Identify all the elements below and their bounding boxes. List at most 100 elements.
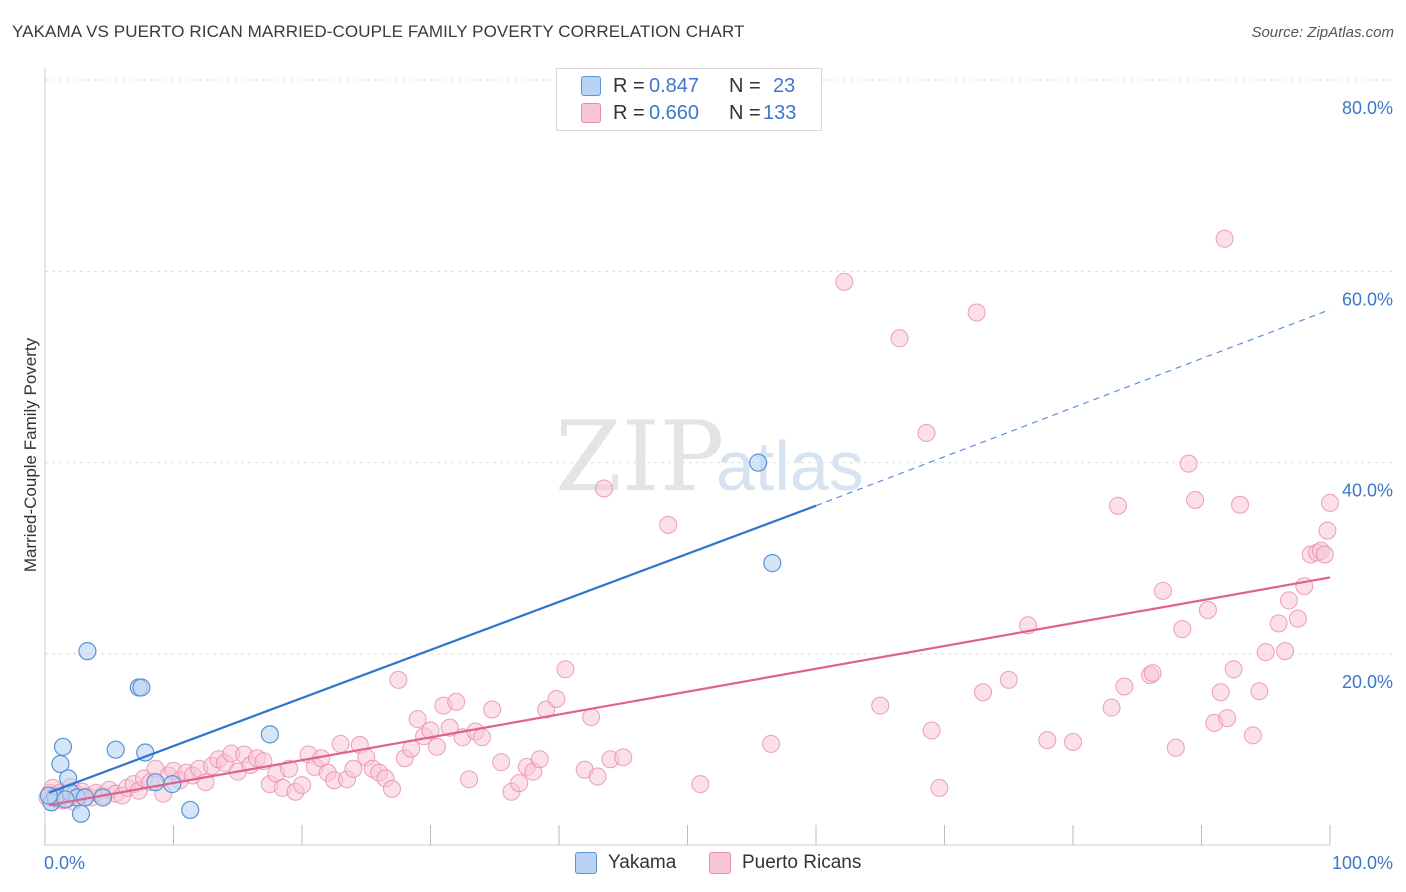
n-label: N = (729, 101, 761, 124)
puerto-rican-point (427, 737, 446, 756)
puerto-rican-point (1108, 496, 1127, 515)
yakama-swatch (581, 76, 601, 96)
puerto-rican-point (917, 424, 936, 443)
puerto-rican-point (460, 770, 479, 789)
puerto-rican-point (890, 329, 909, 348)
puerto-rican-point (1315, 545, 1334, 564)
puerto-rican-point (762, 734, 781, 753)
puerto-rican-point (389, 670, 408, 689)
puerto-rican-point (659, 515, 678, 534)
yakama-trend-extension (815, 309, 1331, 507)
puerto-rican-point (930, 778, 949, 797)
source-label: Source: ZipAtlas.com (1251, 24, 1394, 41)
n-value: 23 (773, 74, 796, 97)
yakama-point (132, 678, 151, 697)
puerto-rican-point (280, 759, 299, 778)
puerto-rican-point (1269, 614, 1288, 633)
yakama-point (749, 453, 768, 472)
puerto-rican-point (1243, 726, 1262, 745)
puerto-ricans-swatch (581, 103, 601, 123)
legend-item-yakama[interactable]: Yakama (575, 852, 676, 874)
yakama-point (260, 725, 279, 744)
yakama-point (78, 642, 97, 661)
puerto-rican-point (408, 710, 427, 729)
puerto-rican-point (1173, 620, 1192, 639)
yakama-trend-line (48, 504, 817, 794)
puerto-rican-point (447, 692, 466, 711)
grid-layer (45, 79, 1392, 655)
puerto-rican-point (472, 728, 491, 747)
puerto-rican-point (1279, 591, 1298, 610)
watermark-zip: ZIP (555, 401, 724, 513)
series-legend: Yakama Puerto Ricans (0, 852, 1406, 876)
r-label: R = (613, 101, 645, 124)
puerto-rican-point (871, 696, 890, 715)
watermark: ZIP atlas (555, 401, 864, 513)
x-tick-label: 100.0% (1332, 853, 1393, 873)
puerto-rican-point (1256, 643, 1275, 662)
puerto-rican-point (1321, 493, 1339, 512)
puerto-rican-point (1318, 521, 1337, 540)
puerto-rican-point (1288, 609, 1307, 628)
yakama-points (39, 453, 782, 823)
puerto-rican-point (1211, 683, 1230, 702)
puerto-rican-point (556, 660, 575, 679)
puerto-rican-point (614, 748, 633, 767)
puerto-rican-trend-line (48, 576, 1331, 807)
puerto-rican-point (547, 689, 566, 708)
puerto-rican-point (1186, 490, 1205, 509)
puerto-ricans-legend-label: Puerto Ricans (742, 852, 862, 873)
r-label: R = (613, 74, 645, 97)
puerto-rican-point (293, 776, 311, 795)
puerto-rican-point (967, 303, 986, 322)
puerto-rican-point (1224, 660, 1243, 679)
puerto-rican-point (421, 721, 440, 740)
watermark-atlas: atlas (716, 427, 864, 505)
puerto-rican-point (331, 734, 350, 753)
legend-item-puerto-ricans[interactable]: Puerto Ricans (709, 852, 861, 874)
correlation-legend: R = 0.847 N = 23 R = 0.660 N = 133 (556, 68, 822, 131)
r-value: 0.660 (649, 101, 700, 124)
puerto-rican-point (1215, 229, 1234, 248)
puerto-rican-point (382, 779, 401, 798)
n-value: 133 (763, 101, 797, 124)
y-axis-title: Married-Couple Family Poverty (21, 337, 40, 572)
puerto-rican-point (922, 721, 941, 740)
puerto-rican-point (1038, 731, 1057, 750)
yakama-point (106, 740, 125, 759)
y-tick-label: 20.0% (1342, 672, 1393, 692)
puerto-rican-point (1102, 698, 1121, 717)
n-label: N = (729, 74, 761, 97)
puerto-rican-point (1115, 677, 1134, 696)
y-tick-label: 40.0% (1342, 481, 1393, 501)
puerto-ricans-legend-swatch (709, 852, 731, 874)
y-tick-label: 60.0% (1342, 289, 1393, 309)
yakama-point (56, 790, 75, 809)
puerto-rican-point (1166, 738, 1185, 757)
puerto-rican-point (582, 708, 601, 727)
puerto-rican-points (38, 229, 1339, 812)
puerto-rican-point (1276, 642, 1295, 661)
yakama-point (53, 737, 73, 756)
yakama-point (181, 800, 200, 820)
puerto-rican-point (1143, 664, 1162, 683)
puerto-rican-point (691, 775, 710, 794)
yakama-legend-label: Yakama (608, 852, 677, 873)
puerto-rican-point (1218, 709, 1237, 728)
puerto-rican-point (1179, 454, 1198, 473)
trend-lines (48, 309, 1331, 807)
puerto-rican-point (594, 479, 613, 498)
puerto-rican-point (530, 750, 549, 769)
yakama-point (71, 804, 91, 823)
puerto-rican-point (974, 683, 993, 702)
puerto-rican-point (999, 670, 1018, 689)
yakama-legend-swatch (575, 852, 597, 874)
chart-title: YAKAMA VS PUERTO RICAN MARRIED-COUPLE FA… (12, 22, 745, 41)
x-tick-label: 0.0% (44, 853, 85, 873)
puerto-rican-point (1198, 600, 1217, 619)
axis-layer: 20.0% 40.0% 60.0% 80.0% 0.0% 100.0% (44, 68, 1393, 873)
puerto-rican-point (1231, 495, 1250, 514)
puerto-rican-point (1064, 733, 1082, 752)
puerto-rican-point (510, 774, 529, 793)
